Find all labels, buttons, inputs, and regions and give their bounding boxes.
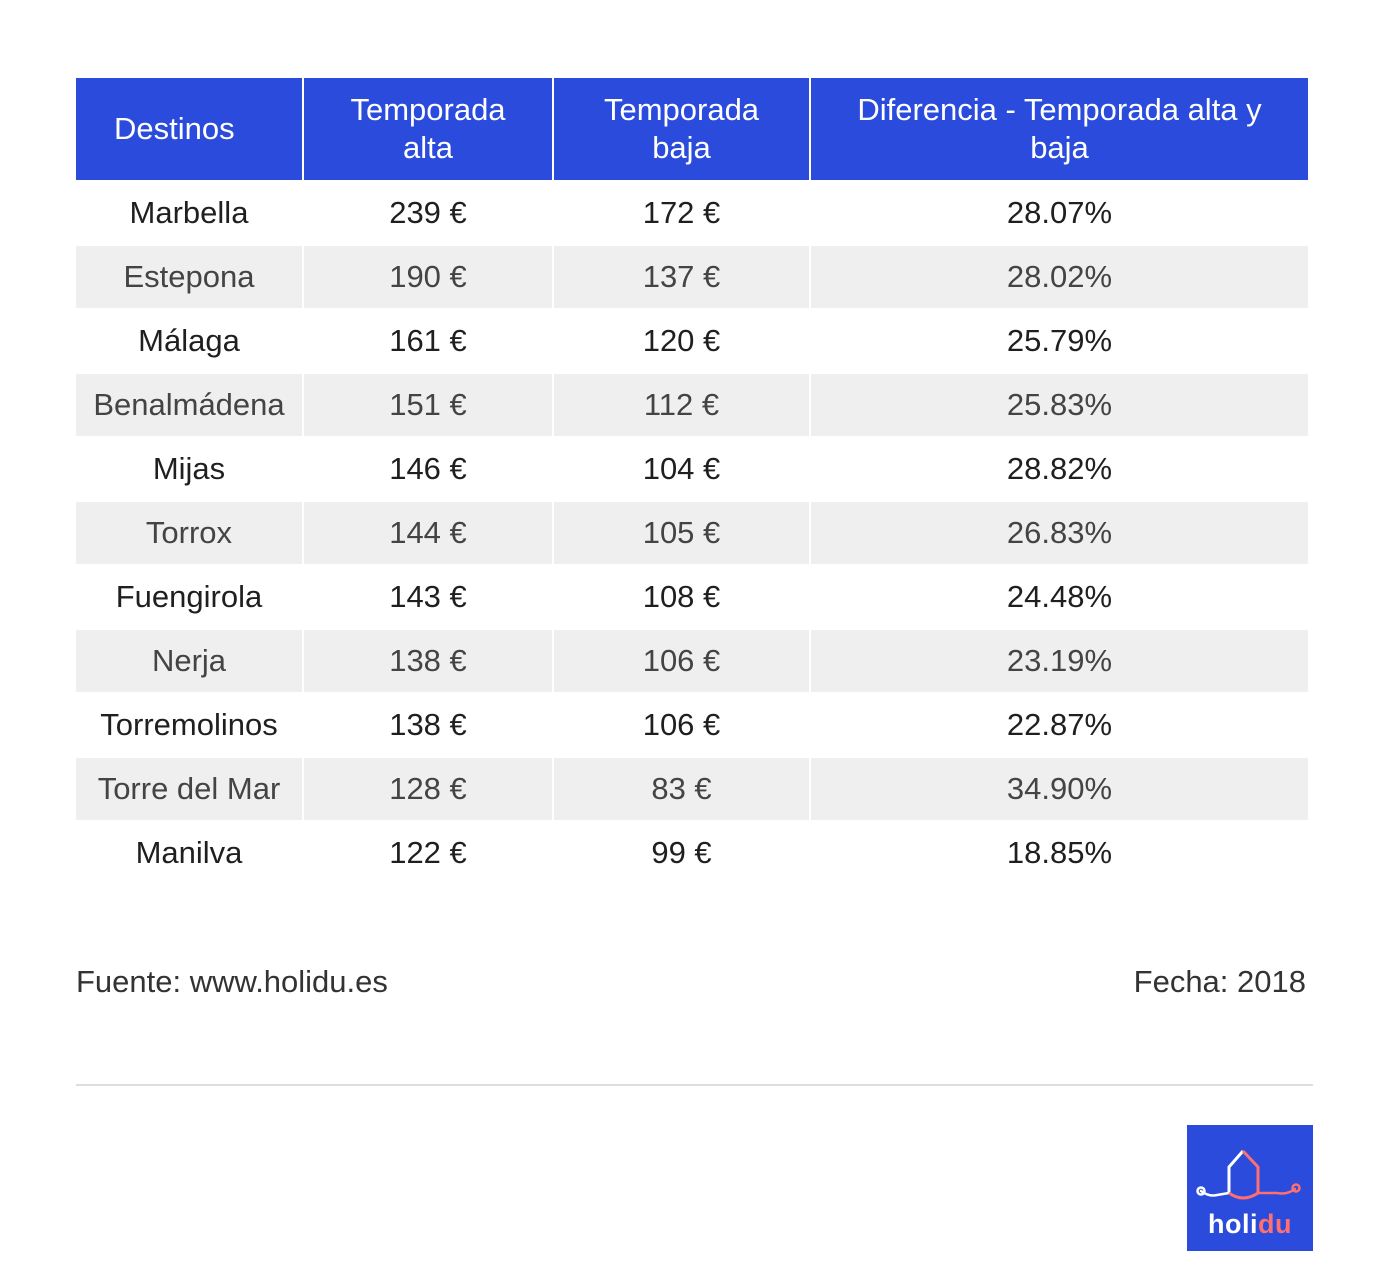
cell-diferencia: 24.48% (811, 566, 1308, 628)
cell-diferencia: 23.19% (811, 630, 1308, 692)
cell-alta: 138 € (304, 630, 552, 692)
table-row: Fuengirola 143 € 108 € 24.48% (76, 566, 1308, 628)
header-destinos: Destinos (76, 78, 302, 180)
holidu-logo: holidu (1187, 1125, 1313, 1251)
cell-destino: Torrox (76, 502, 302, 564)
cell-baja: 120 € (554, 310, 809, 372)
cell-baja: 108 € (554, 566, 809, 628)
cell-alta: 128 € (304, 758, 552, 820)
cell-diferencia: 34.90% (811, 758, 1308, 820)
cell-baja: 105 € (554, 502, 809, 564)
cell-destino: Mijas (76, 438, 302, 500)
header-temporada-baja: Temporada baja (554, 78, 809, 180)
cell-diferencia: 18.85% (811, 822, 1308, 884)
cell-destino: Torre del Mar (76, 758, 302, 820)
table-row: Nerja 138 € 106 € 23.19% (76, 630, 1308, 692)
cell-destino: Manilva (76, 822, 302, 884)
table-row: Torrox 144 € 105 € 26.83% (76, 502, 1308, 564)
cell-destino: Benalmádena (76, 374, 302, 436)
table-row: Estepona 190 € 137 € 28.02% (76, 246, 1308, 308)
cell-alta: 146 € (304, 438, 552, 500)
table-row: Mijas 146 € 104 € 28.82% (76, 438, 1308, 500)
cell-destino: Estepona (76, 246, 302, 308)
cell-diferencia: 28.82% (811, 438, 1308, 500)
logo-text: holidu (1187, 1209, 1313, 1240)
cell-baja: 172 € (554, 182, 809, 244)
holidu-house-icon (1196, 1149, 1301, 1200)
date-text: Fecha: 2018 (1133, 964, 1306, 999)
divider (76, 1084, 1313, 1086)
cell-alta: 138 € (304, 694, 552, 756)
cell-baja: 106 € (554, 694, 809, 756)
cell-alta: 190 € (304, 246, 552, 308)
table-row: Benalmádena 151 € 112 € 25.83% (76, 374, 1308, 436)
cell-diferencia: 22.87% (811, 694, 1308, 756)
table-row: Marbella 239 € 172 € 28.07% (76, 182, 1308, 244)
cell-diferencia: 28.07% (811, 182, 1308, 244)
table-row: Málaga 161 € 120 € 25.79% (76, 310, 1308, 372)
cell-destino: Torremolinos (76, 694, 302, 756)
cell-destino: Nerja (76, 630, 302, 692)
cell-diferencia: 25.83% (811, 374, 1308, 436)
table-row: Torre del Mar 128 € 83 € 34.90% (76, 758, 1308, 820)
header-temporada-alta: Temporada alta (304, 78, 552, 180)
cell-destino: Fuengirola (76, 566, 302, 628)
cell-baja: 104 € (554, 438, 809, 500)
logo-text-part2: du (1258, 1209, 1292, 1239)
cell-baja: 99 € (554, 822, 809, 884)
cell-diferencia: 25.79% (811, 310, 1308, 372)
cell-alta: 151 € (304, 374, 552, 436)
cell-alta: 144 € (304, 502, 552, 564)
source-text: Fuente: www.holidu.es (76, 964, 388, 999)
cell-destino: Málaga (76, 310, 302, 372)
table-row: Manilva 122 € 99 € 18.85% (76, 822, 1308, 884)
price-table: Destinos Temporada alta Temporada baja D… (76, 78, 1308, 886)
cell-destino: Marbella (76, 182, 302, 244)
header-diferencia: Diferencia - Temporada alta y baja (811, 78, 1308, 180)
cell-alta: 239 € (304, 182, 552, 244)
cell-diferencia: 28.02% (811, 246, 1308, 308)
cell-baja: 83 € (554, 758, 809, 820)
cell-alta: 161 € (304, 310, 552, 372)
cell-baja: 106 € (554, 630, 809, 692)
table-header-row: Destinos Temporada alta Temporada baja D… (76, 78, 1308, 180)
cell-alta: 122 € (304, 822, 552, 884)
logo-text-part1: holi (1208, 1209, 1258, 1239)
table-row: Torremolinos 138 € 106 € 22.87% (76, 694, 1308, 756)
cell-diferencia: 26.83% (811, 502, 1308, 564)
cell-baja: 137 € (554, 246, 809, 308)
cell-alta: 143 € (304, 566, 552, 628)
cell-baja: 112 € (554, 374, 809, 436)
